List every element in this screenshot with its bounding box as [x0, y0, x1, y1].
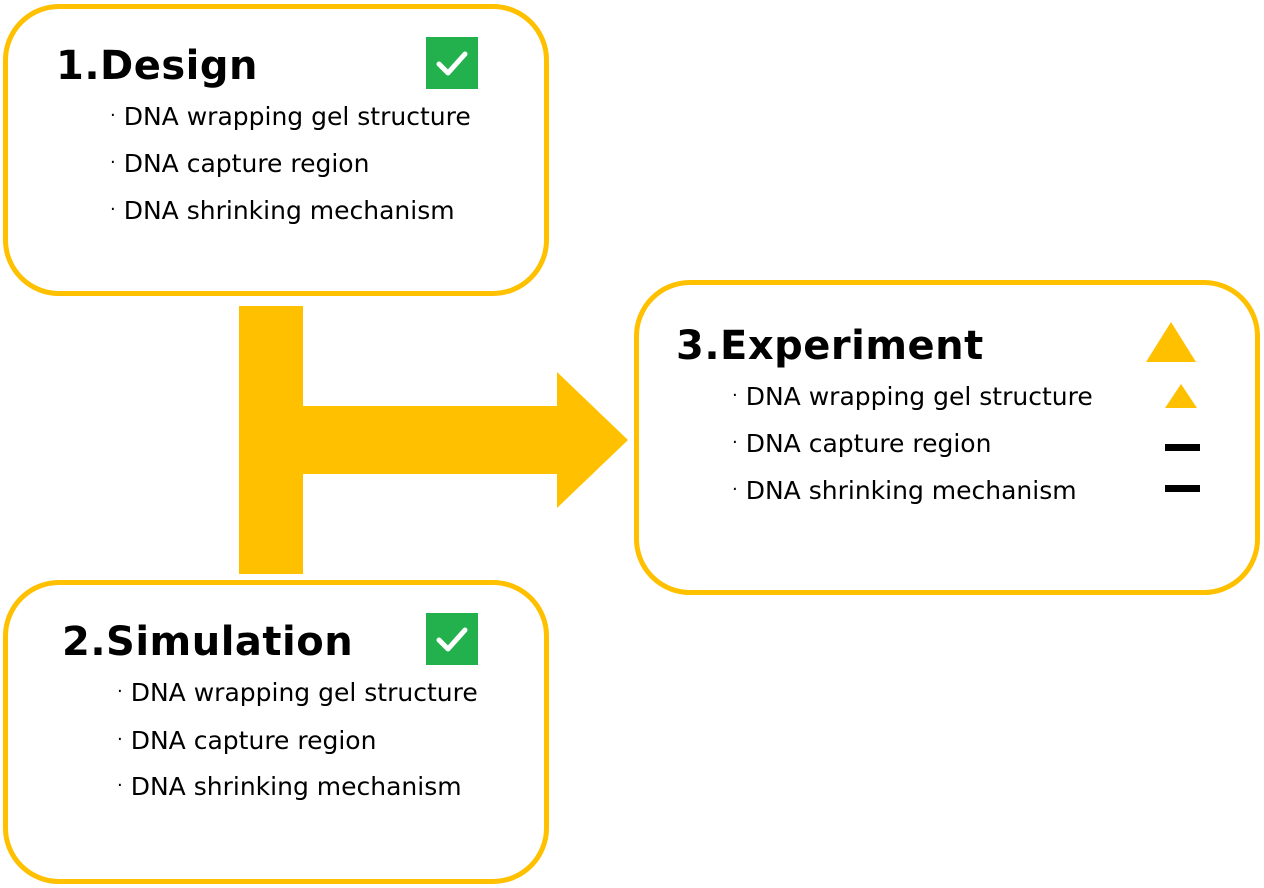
connector-vertical-bar [239, 306, 303, 574]
design-item: · DNA capture region [110, 149, 370, 178]
wrapping-status-triangle-icon [1165, 384, 1197, 408]
shrinking-status-dash-icon [1165, 485, 1200, 492]
connector-arrow [303, 372, 628, 508]
design-item: · DNA shrinking mechanism [110, 196, 455, 225]
experiment-item: · DNA wrapping gel structure [732, 382, 1093, 411]
experiment-item: · DNA shrinking mechanism [732, 476, 1077, 505]
design-title: 1.Design [56, 43, 258, 89]
experiment-title: 3.Experiment [676, 323, 984, 369]
design-check-icon [426, 37, 478, 89]
simulation-item: · DNA capture region [117, 726, 377, 755]
design-item: · DNA wrapping gel structure [110, 102, 471, 131]
experiment-triangle-icon [1146, 322, 1196, 362]
experiment-item: · DNA capture region [732, 429, 992, 458]
simulation-item: · DNA wrapping gel structure [117, 678, 478, 707]
simulation-title: 2.Simulation [62, 619, 354, 665]
simulation-item: · DNA shrinking mechanism [117, 772, 462, 801]
experiment-card [634, 280, 1260, 595]
capture-status-dash-icon [1165, 444, 1200, 451]
simulation-check-icon [426, 613, 478, 665]
